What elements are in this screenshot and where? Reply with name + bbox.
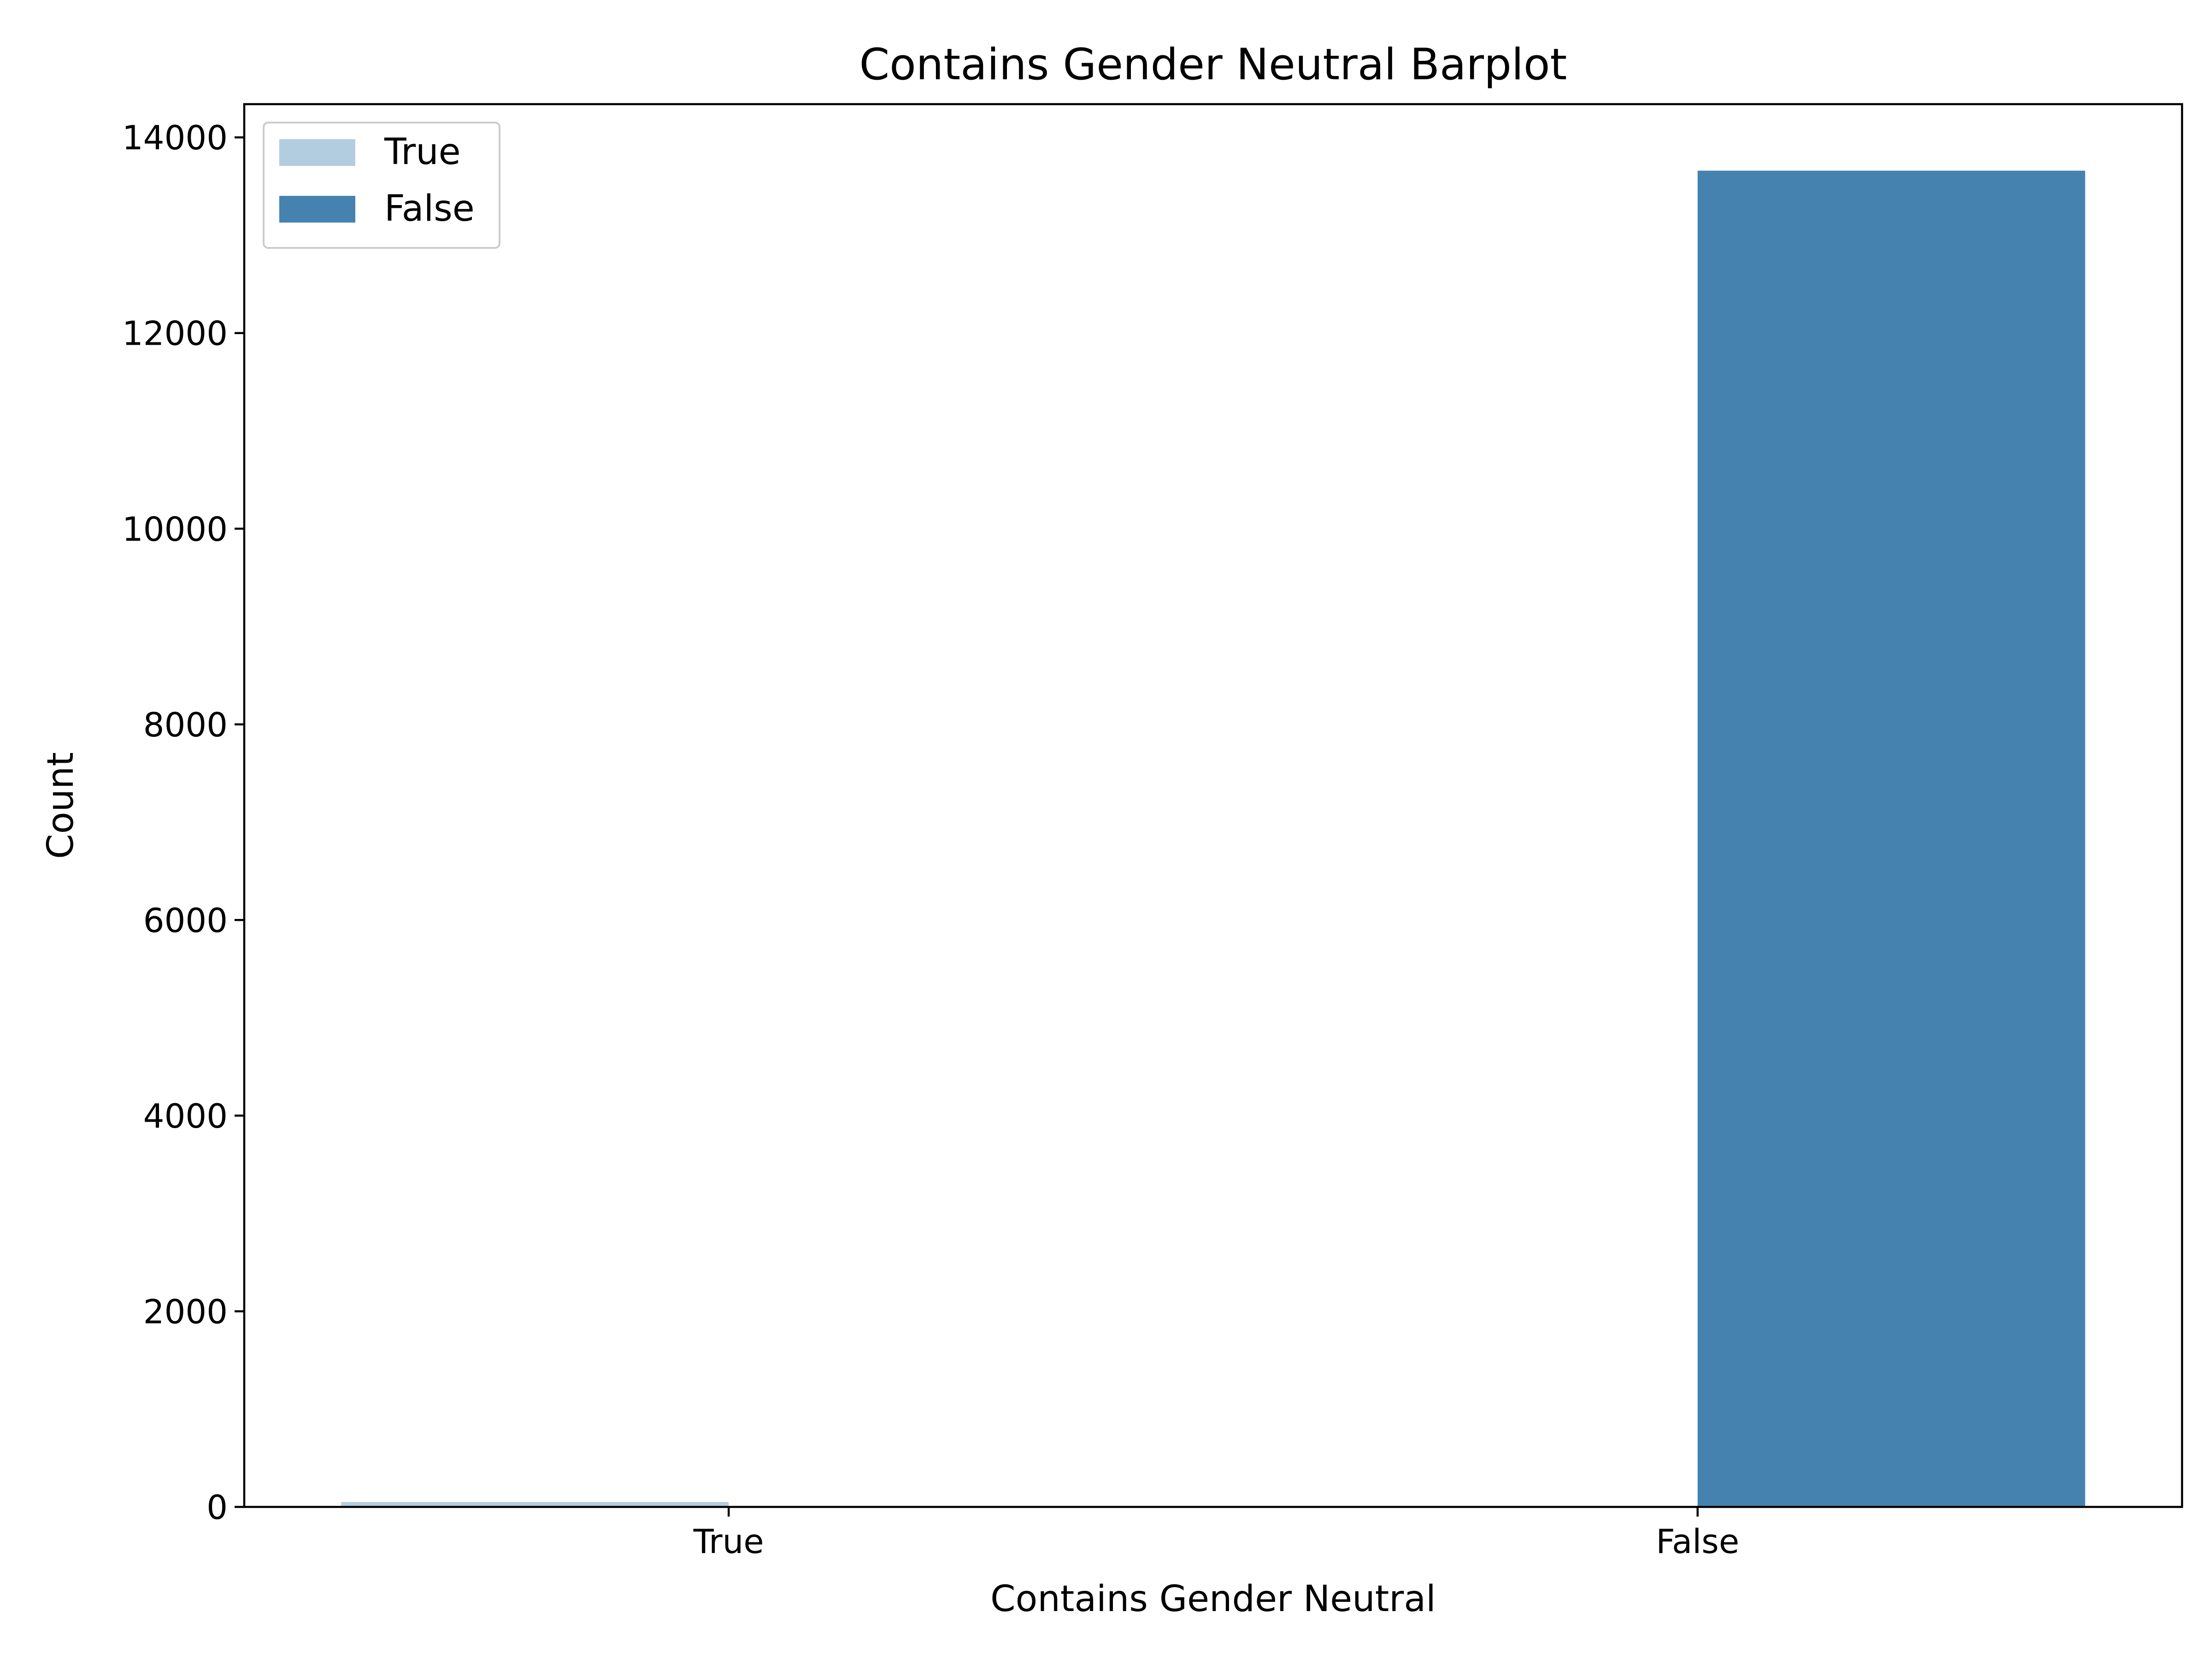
legend-swatch-false (279, 196, 355, 223)
x-tick-label-false: False (1656, 1522, 1739, 1561)
x-axis-ticks: True False (693, 1507, 1739, 1561)
y-axis-label: Count (40, 752, 82, 859)
y-tick-label: 8000 (143, 706, 228, 744)
y-tick-label: 14000 (122, 118, 228, 157)
legend-label-false: False (384, 188, 475, 229)
y-tick-label: 4000 (143, 1097, 228, 1135)
y-tick-label: 6000 (143, 901, 228, 940)
legend-swatch-true (279, 139, 355, 166)
plot-frame (243, 103, 2183, 1508)
y-tick-label: 0 (206, 1488, 228, 1527)
y-tick-label: 12000 (122, 314, 228, 353)
x-axis-label: Contains Gender Neutral (990, 1578, 1436, 1620)
legend-label-true: True (384, 131, 461, 173)
bar-false-false (1697, 171, 2085, 1507)
bars-group (341, 171, 2085, 1507)
y-tick-label: 10000 (122, 510, 228, 548)
y-tick-label: 2000 (143, 1292, 228, 1331)
bar-true-true (341, 1502, 729, 1507)
y-axis-ticks: 0 2000 4000 6000 8000 10000 12000 14000 (122, 118, 244, 1527)
legend: True False (263, 122, 500, 249)
x-tick-label-true: True (693, 1522, 764, 1561)
chart-title: Contains Gender Neutral Barplot (859, 40, 1567, 90)
